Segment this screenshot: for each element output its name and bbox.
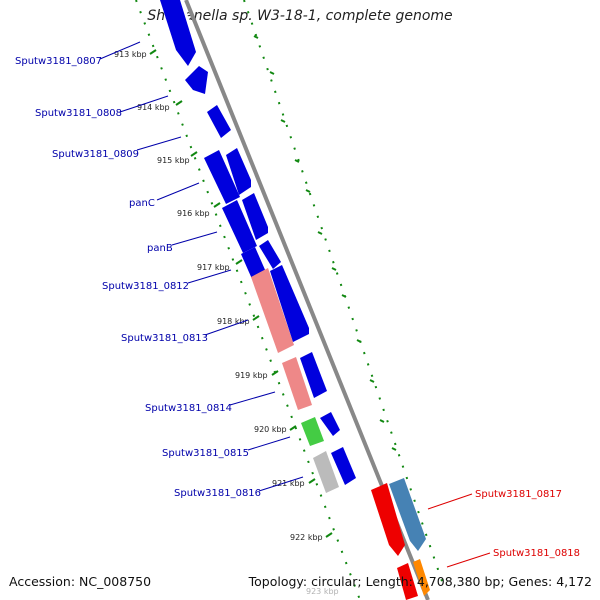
label-panb: panB [147, 243, 173, 254]
gene-panc-arrow [226, 148, 251, 195]
gene-sputw3181-0816-blue-arrow [331, 447, 356, 485]
outer-scale-marks [253, 35, 397, 451]
callout-lines [99, 41, 491, 568]
kbp-tick-918: 918 kbp [217, 317, 250, 326]
gene-sputw3181-0814-pink [282, 357, 312, 410]
genome-summary-text: Topology: circular; Length: 4,708,380 bp… [248, 574, 592, 589]
gene-features [160, 0, 430, 600]
label-sputw3181-0815: Sputw3181_0815 [162, 448, 249, 459]
label-sputw3181-0809: Sputw3181_0809 [52, 149, 139, 160]
kbp-tick-922: 922 kbp [290, 533, 323, 542]
kbp-tick-921: 921 kbp [272, 479, 305, 488]
gene-sputw3181-0815-blue-arrow [320, 412, 340, 436]
label-sputw3181-0814: Sputw3181_0814 [145, 403, 232, 414]
gene-sputw3181-0813-pink [251, 268, 294, 353]
label-sputw3181-0817: Sputw3181_0817 [475, 489, 562, 500]
gene-sputw3181-0817-steelblue-arrow [389, 478, 426, 551]
kbp-tick-913: 913 kbp [114, 50, 147, 59]
gene-sputw3181-0812a-arrow [241, 247, 266, 279]
gene-sputw3181-0815-green [301, 417, 324, 446]
kbp-tick-915: 915 kbp [157, 156, 190, 165]
gene-sputw3181-0818-red [397, 563, 418, 600]
inner-ring-dots [135, 0, 361, 600]
inner-scale-marks [149, 49, 333, 538]
label-panc: panC [129, 198, 155, 209]
label-sputw3181-0808: Sputw3181_0808 [35, 108, 122, 119]
kbp-tick-920: 920 kbp [254, 425, 287, 434]
gene-labels-right: Sputw3181_0817 Sputw3181_0818 [475, 489, 580, 559]
label-sputw3181-0812: Sputw3181_0812 [102, 281, 189, 292]
gene-sputw3181-0817-red-arrow [371, 483, 405, 556]
label-sputw3181-0816: Sputw3181_0816 [174, 488, 261, 499]
gene-sputw3181-0816-grey [313, 451, 339, 493]
label-sputw3181-0807: Sputw3181_0807 [15, 56, 102, 67]
gene-sputw3181-0809-arrow [204, 150, 240, 204]
gene-sputw3181-0812b-arrow [259, 240, 281, 269]
label-sputw3181-0813: Sputw3181_0813 [121, 333, 208, 344]
map-title: Shewanella sp. W3-18-1, complete genome [147, 8, 453, 24]
kbp-tick-917: 917 kbp [197, 263, 230, 272]
gene-labels-left: Sputw3181_0807 Sputw3181_0808 Sputw3181_… [15, 56, 261, 499]
gene-panc-b-arrow [242, 193, 268, 240]
gene-sputw3181-0818-orange [413, 559, 430, 596]
gene-sputw3181-0813-blue-arrow [270, 265, 309, 342]
gene-panb-arrow [222, 200, 257, 253]
gene-sputw3181-0808-arrow [207, 105, 231, 138]
gene-sputw3181-0814-blue-arrow [300, 352, 327, 398]
kbp-tick-923: 923 kbp [306, 587, 339, 596]
gene-sputw3181-0807-arrow [160, 0, 196, 66]
kbp-tick-labels: 913 kbp 914 kbp 915 kbp 916 kbp 917 kbp … [114, 50, 339, 596]
accession-text: Accession: NC_008750 [9, 574, 152, 589]
label-sputw3181-0818: Sputw3181_0818 [493, 548, 580, 559]
kbp-tick-916: 916 kbp [177, 209, 210, 218]
gene-sputw3181-0807b-arrow [185, 66, 208, 94]
kbp-tick-914: 914 kbp [137, 103, 170, 112]
kbp-tick-919: 919 kbp [235, 371, 268, 380]
